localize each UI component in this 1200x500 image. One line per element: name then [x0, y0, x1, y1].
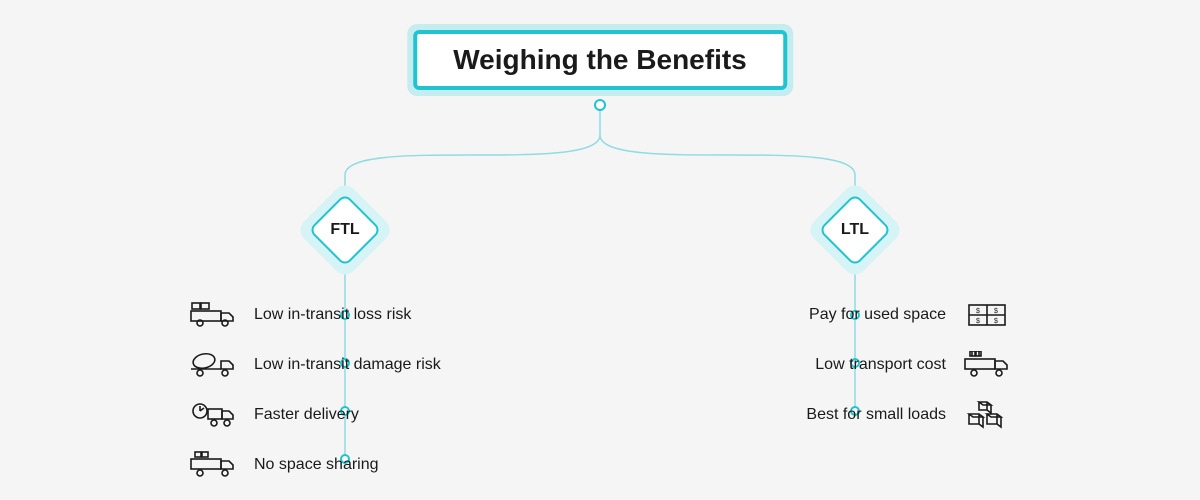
truck-boxes-icon — [190, 300, 236, 330]
truck-mixer-icon — [190, 350, 236, 380]
benefit-text: No space sharing — [254, 456, 379, 474]
boxes-stack-icon — [964, 400, 1010, 430]
svg-text:$: $ — [976, 308, 980, 315]
benefit-item: Best for small loads — [806, 400, 1010, 430]
benefit-item: Low in-transit damage risk — [190, 350, 441, 380]
truck-load-icon — [190, 450, 236, 480]
benefit-text: Low in-transit loss risk — [254, 306, 411, 324]
branch-label-ltl: LTL — [841, 221, 869, 239]
truck-speed-icon — [190, 400, 236, 430]
money-grid-icon: $ $ $ $ — [964, 300, 1010, 330]
benefit-item: Faster delivery — [190, 400, 441, 430]
title-container: Weighing the Benefits — [407, 24, 793, 96]
benefit-text: Pay for used space — [809, 306, 946, 324]
truck-cargo-icon — [964, 350, 1010, 380]
benefit-item: Low in-transit loss risk — [190, 300, 441, 330]
benefit-text: Best for small loads — [806, 406, 946, 424]
svg-text:$: $ — [994, 308, 998, 315]
benefit-text: Faster delivery — [254, 406, 359, 424]
branch-node-ltl: LTL — [820, 195, 890, 265]
branch-label-ftl: FTL — [330, 221, 359, 239]
page-title: Weighing the Benefits — [453, 44, 747, 76]
branch-node-ftl: FTL — [310, 195, 380, 265]
benefit-item: $ $ $ $ Pay for used space — [809, 300, 1010, 330]
svg-text:$: $ — [994, 318, 998, 325]
benefits-ltl: $ $ $ $ Pay for used space Low transport co… — [806, 300, 1010, 430]
title-inner: Weighing the Benefits — [413, 30, 787, 90]
benefit-item: Low transport cost — [815, 350, 1010, 380]
benefit-item: No space sharing — [190, 450, 441, 480]
benefit-text: Low in-transit damage risk — [254, 356, 441, 374]
svg-text:$: $ — [976, 318, 980, 325]
benefits-ftl: Low in-transit loss risk Low in-transit … — [190, 300, 441, 480]
benefit-text: Low transport cost — [815, 356, 946, 374]
